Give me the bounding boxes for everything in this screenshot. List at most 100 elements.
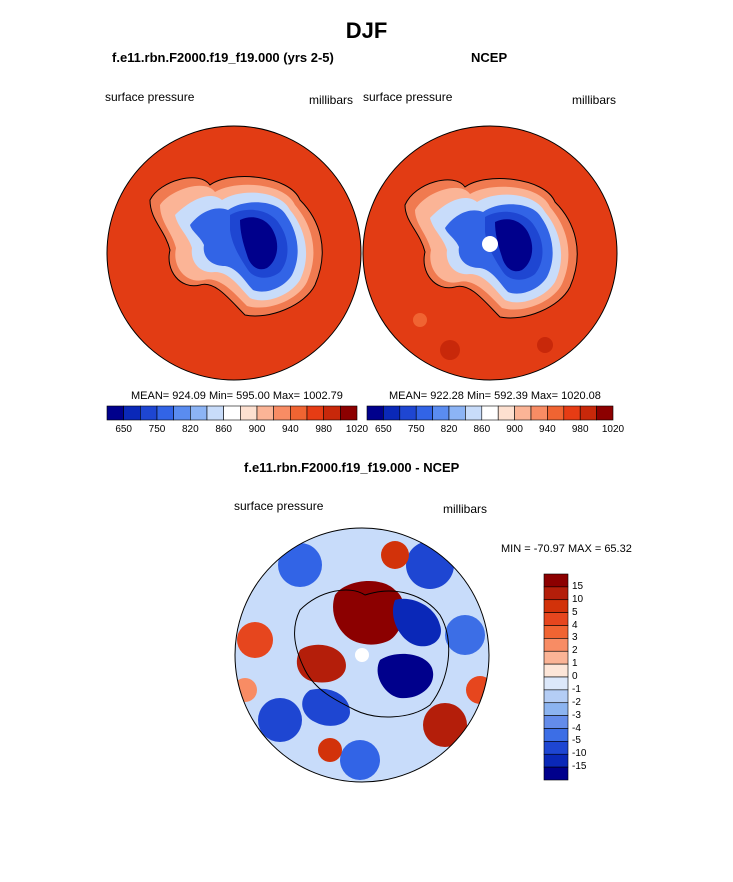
panel-1-colorbar-swatch xyxy=(273,405,291,421)
panel-2-colorbar-swatch xyxy=(432,405,450,421)
difference-colorbar-swatch xyxy=(543,702,569,716)
difference-colorbar-tick-label: -2 xyxy=(572,696,581,708)
difference-colorbar-swatch xyxy=(543,766,569,781)
panel-2-colorbar-swatch xyxy=(448,405,466,421)
panel-2-colorbar-tick-label: 820 xyxy=(440,424,458,435)
panel-2-units-label: millibars xyxy=(572,93,617,107)
difference-colorbar-tick-label: 1 xyxy=(572,658,578,670)
panel-2-colorbar-tick-label: 980 xyxy=(571,424,589,435)
difference-colorbar-tick-label: 2 xyxy=(572,645,578,657)
panel-1-colorbar-tick-label: 900 xyxy=(248,424,266,435)
panel-2-colorbar-swatch xyxy=(596,405,614,421)
difference-colorbar-swatch xyxy=(543,586,569,601)
panel-1-colorbar-swatch xyxy=(290,405,308,421)
panel-1-colorbar-tick-label: 860 xyxy=(215,424,232,435)
difference-colorbar-tick-label: 15 xyxy=(572,580,584,592)
difference-colorbar-tick-label: 5 xyxy=(572,606,578,618)
panel-1-colorbar-swatch xyxy=(123,405,141,421)
panel-2-colorbar-swatch xyxy=(481,405,499,421)
panel-1-variable-label: surface pressure xyxy=(105,90,195,104)
difference-colorbar-swatch xyxy=(543,741,569,755)
panel-2-colorbar-swatch xyxy=(563,405,581,421)
panel-2-colorbar-ticks: 650 750 820 860 900 940 980 1020 xyxy=(367,424,624,438)
panel-2-title: NCEP xyxy=(471,50,508,65)
panel-2-colorbar-tick-label: 750 xyxy=(407,424,425,435)
panel-1-colorbar xyxy=(106,405,358,421)
difference-minmax: MIN = -70.97 MAX = 65.32 xyxy=(501,543,632,555)
panel-1-colorbar-ticks: 650 750 820 860 900 940 980 1020 xyxy=(107,424,368,438)
difference-colorbar-swatch xyxy=(543,612,569,626)
panel-1-colorbar-tick-label: 820 xyxy=(181,424,199,435)
difference-colorbar-tick-label: -5 xyxy=(572,735,581,747)
panel-2-stats: MEAN= 922.28 Min= 592.39 Max= 1020.08 xyxy=(389,390,601,402)
difference-colorbar-swatch xyxy=(543,573,569,588)
difference-colorbar-tick-label: -3 xyxy=(572,709,581,721)
panel-1-colorbar-swatch xyxy=(323,405,341,421)
difference-colorbar-swatch xyxy=(543,599,569,613)
panel-1-colorbar-swatch xyxy=(306,405,324,421)
panel-1-colorbar-swatch xyxy=(156,405,174,421)
panel-1-colorbar-tick-label: 940 xyxy=(281,424,299,435)
panel-1-colorbar-swatch xyxy=(140,405,158,421)
panel-1-colorbar-swatch xyxy=(173,405,191,421)
panel-1-colorbar-swatch xyxy=(256,405,274,421)
difference-colorbar-tick-label: 0 xyxy=(572,671,578,682)
difference-units-label: millibars xyxy=(443,502,488,516)
panel-2-colorbar-tick-label: 940 xyxy=(539,424,556,435)
difference-colorbar-swatch xyxy=(543,728,569,742)
difference-colorbar-swatch xyxy=(543,676,569,691)
panel-1-colorbar-swatch xyxy=(223,405,241,421)
panel-1-field xyxy=(107,126,361,380)
panel-2-colorbar-swatch xyxy=(383,405,401,421)
panel-1-stats: MEAN= 924.09 Min= 595.00 Max= 1002.79 xyxy=(131,390,343,402)
panel-1-colorbar-swatch xyxy=(240,405,258,421)
panel-2-colorbar-swatch xyxy=(579,405,597,421)
panel-1-colorbar-swatch xyxy=(106,405,124,421)
difference-colorbar-tick-label: -15 xyxy=(572,761,587,773)
difference-colorbar-swatch xyxy=(543,638,569,652)
difference-colorbar-tick-label: -4 xyxy=(572,722,581,734)
difference-colorbar-swatch xyxy=(543,753,569,768)
panel-1-units-label: millibars xyxy=(309,93,354,107)
panel-2-colorbar-tick-label: 860 xyxy=(473,424,491,435)
difference-colorbar-tick-label: -10 xyxy=(572,748,587,760)
panel-2-colorbar-swatch xyxy=(547,405,565,421)
panel-2-colorbar-swatch xyxy=(415,405,433,421)
panel-2-colorbar-swatch xyxy=(497,405,515,421)
difference-colorbar-ticks: 15 10 5 4 3 2 1 0 -1 -2 -3 -4 -5 -10 -15 xyxy=(572,574,612,780)
panel-2-field xyxy=(363,126,617,380)
difference-colorbar-tick-label: 10 xyxy=(572,593,584,605)
panel-2-colorbar-swatch xyxy=(514,405,532,421)
panel-2-colorbar-swatch xyxy=(399,405,417,421)
panel-1-colorbar-tick-label: 980 xyxy=(315,424,332,435)
difference-field xyxy=(235,528,489,782)
difference-colorbar xyxy=(543,573,569,781)
panel-2-colorbar xyxy=(366,405,614,421)
difference-colorbar-swatch xyxy=(543,625,569,639)
panel-2-colorbar-swatch xyxy=(366,405,384,421)
panel-2-colorbar-tick-label: 650 xyxy=(375,424,392,435)
panel-1-colorbar-swatch xyxy=(190,405,208,421)
panel-2-colorbar-swatch xyxy=(465,405,483,421)
difference-colorbar-swatch xyxy=(543,715,569,729)
panel-1-colorbar-tick-label: 650 xyxy=(115,424,132,435)
panel-2-colorbar-tick-label: 900 xyxy=(506,424,523,435)
panel-1-colorbar-swatch xyxy=(340,405,358,421)
panel-1-colorbar-tick-label: 750 xyxy=(148,424,166,435)
difference-variable-label: surface pressure xyxy=(234,499,324,513)
difference-colorbar-tick-label: 3 xyxy=(572,632,578,644)
difference-colorbar-swatch xyxy=(543,689,569,704)
difference-colorbar-swatch xyxy=(543,663,569,678)
difference-colorbar-swatch xyxy=(543,650,569,665)
panel-2-colorbar-tick-label: 1020 xyxy=(601,424,625,435)
difference-colorbar-tick-label: -1 xyxy=(572,683,581,695)
difference-colorbar-tick-label: 4 xyxy=(572,619,578,631)
difference-panel-title: f.e11.rbn.F2000.f19_f19.000 - NCEP xyxy=(244,460,460,475)
panel-1-title: f.e11.rbn.F2000.f19_f19.000 (yrs 2-5) xyxy=(112,50,334,65)
panel-2-colorbar-swatch xyxy=(530,405,548,421)
panel-1-colorbar-tick-label: 1020 xyxy=(345,424,369,435)
figure-title: DJF xyxy=(345,18,388,43)
